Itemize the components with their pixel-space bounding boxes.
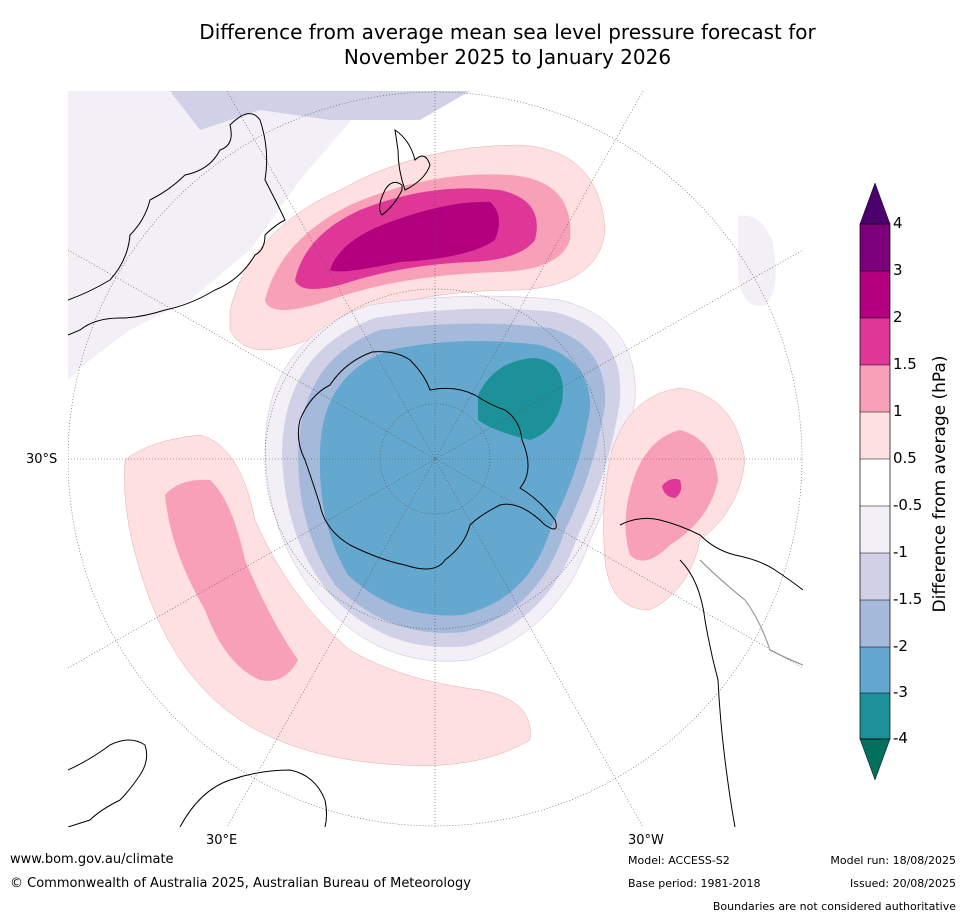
- model-run-text: Model run: 18/08/2025: [830, 854, 956, 867]
- colorbar-tick-label: -1: [893, 543, 908, 561]
- copyright-text: © Commonwealth of Australia 2025, Austra…: [10, 876, 471, 891]
- website-link[interactable]: www.bom.gov.au/climate: [10, 852, 174, 867]
- antarctica-coast: [297, 351, 557, 570]
- new-zealand-south-coast: [379, 181, 403, 216]
- australia-weak-low-region: [68, 91, 360, 380]
- colorbar-tick-label: 0.5: [893, 449, 917, 467]
- lat-30s-label: 30°S: [26, 452, 58, 467]
- colorbar-tick-label: 3: [893, 261, 903, 279]
- tasman-high-2: [330, 201, 499, 272]
- coastlines: [68, 113, 803, 827]
- atlantic-high-1.5: [662, 478, 682, 498]
- lon-30e-label: 30°E: [206, 833, 238, 848]
- colorbar-title: Difference from average (hPa): [930, 355, 950, 613]
- colorbar-tick-label: 1: [893, 402, 903, 420]
- model-text: Model: ACCESS-S2: [628, 854, 730, 867]
- south-america-coast: [619, 517, 803, 591]
- map-area: [68, 91, 803, 827]
- colorbar-tick-label: 2: [893, 308, 903, 326]
- indian-high-1: [165, 479, 298, 681]
- title-line-2: November 2025 to January 2026: [343, 45, 672, 69]
- south-america-border: [699, 559, 803, 666]
- colorbar-tick-label: -4: [893, 729, 908, 747]
- chart-title: Difference from average mean sea level p…: [0, 20, 965, 70]
- lon-30w-label: 30°W: [628, 833, 664, 848]
- colorbar-tick-label: -1.5: [893, 590, 923, 608]
- colorbar-tick-label: 1.5: [893, 355, 917, 373]
- disclaimer-text: Boundaries are not considered authoritat…: [712, 900, 956, 913]
- colorbar-tick-label: -3: [893, 683, 908, 701]
- colorbar-tick-label: -0.5: [893, 496, 923, 514]
- graticule: [68, 91, 803, 827]
- colorbar-tick-label: -2: [893, 637, 908, 655]
- new-zealand-north-coast: [394, 128, 431, 191]
- antarctic-low-3: [478, 358, 563, 440]
- base-period-text: Base period: 1981-2018: [628, 877, 761, 890]
- issued-text: Issued: 20/08/2025: [849, 877, 956, 890]
- south-america-west-coast: [679, 559, 736, 827]
- africa-coast: [68, 739, 148, 827]
- title-line-1: Difference from average mean sea level p…: [199, 20, 816, 44]
- australia-coast: [68, 113, 286, 336]
- country-borders: [699, 559, 803, 666]
- madagascar-coast: [179, 769, 327, 827]
- colorbar-tick-label: 4: [893, 214, 903, 232]
- east-small-low-region: [738, 215, 776, 306]
